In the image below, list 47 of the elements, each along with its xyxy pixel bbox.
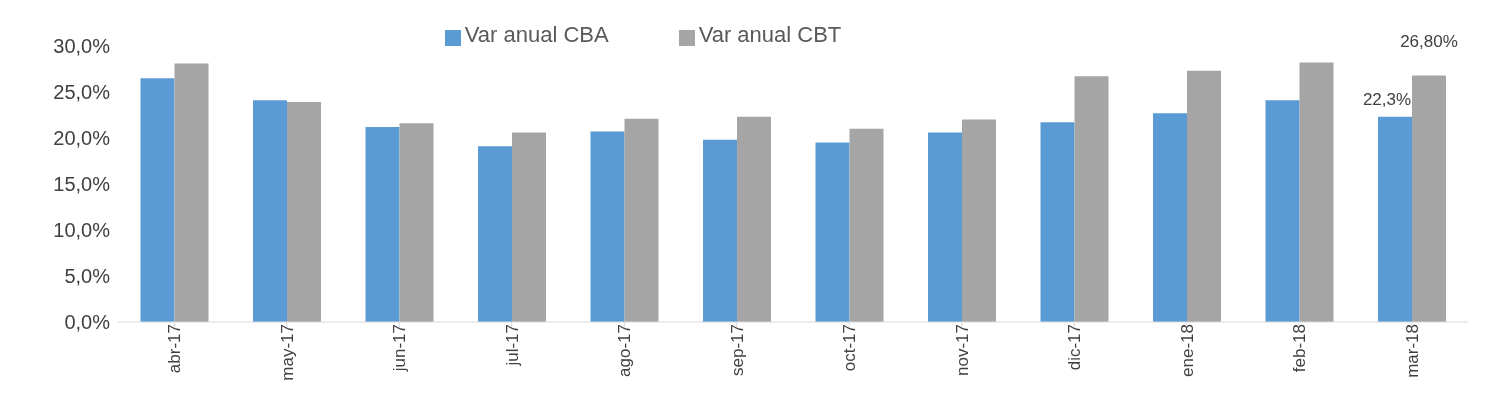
x-tick-label: dic-17	[1065, 324, 1085, 371]
bar	[1074, 76, 1109, 322]
bar	[1040, 122, 1075, 322]
bar	[815, 142, 850, 322]
bar	[962, 119, 996, 322]
x-tick-label: mar-18	[1402, 324, 1422, 378]
y-tick-label: 0,0%	[64, 311, 111, 334]
bar	[737, 116, 771, 322]
y-tick-label: 15,0%	[53, 173, 111, 196]
bar	[849, 128, 884, 322]
y-tick-label: 20,0%	[53, 127, 111, 150]
y-tick-label: 10,0%	[53, 219, 111, 242]
bar	[478, 146, 512, 322]
bar	[1378, 116, 1412, 322]
data-label: 22,3%	[1362, 89, 1412, 109]
bar	[1412, 75, 1446, 322]
bar	[703, 139, 737, 322]
x-tick-label: jun-17	[390, 324, 410, 373]
bar	[1187, 70, 1221, 322]
bar	[928, 132, 962, 322]
bar	[1153, 113, 1187, 322]
bar	[512, 132, 546, 322]
bar	[174, 63, 209, 322]
legend-label: Var anual CBT	[698, 22, 842, 47]
x-tick-label: ago-17	[615, 324, 635, 377]
y-tick-label: 5,0%	[64, 265, 111, 288]
x-tick-label: may-17	[277, 324, 297, 381]
bar	[1265, 100, 1300, 322]
bar	[365, 126, 400, 322]
y-tick-label: 30,0%	[53, 35, 111, 58]
bar	[624, 118, 659, 322]
bar	[253, 100, 287, 322]
bar	[287, 102, 321, 322]
bar	[590, 131, 625, 322]
x-tick-label: ene-18	[1177, 324, 1197, 377]
y-tick-label: 25,0%	[53, 81, 111, 104]
legend-label: Var anual CBA	[464, 22, 609, 47]
x-tick-label: jul-17	[502, 324, 522, 367]
x-tick-label: oct-17	[840, 324, 860, 372]
data-label: 26,80%	[1400, 32, 1458, 52]
x-tick-label: nov-17	[952, 324, 972, 376]
x-tick-label: sep-17	[727, 324, 747, 376]
bar	[1299, 62, 1334, 322]
x-tick-label: feb-18	[1290, 324, 1310, 373]
bar	[399, 123, 434, 322]
x-tick-label: abr-17	[165, 324, 185, 374]
bar	[140, 78, 175, 322]
